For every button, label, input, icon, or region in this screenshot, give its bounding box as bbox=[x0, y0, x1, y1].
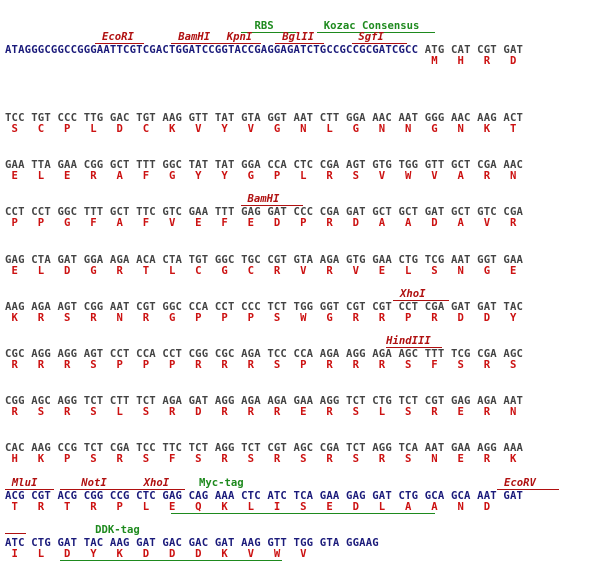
dna-sequence-line: CGC AGG AGG AGT CCT CCA CCT CGG CGC AGA … bbox=[5, 348, 524, 360]
amino-acid-line: P P G F A F V E F E D P R D A A D A V R bbox=[5, 217, 530, 230]
tag-label: Kozac Consensus bbox=[323, 20, 420, 32]
amino-acid-line: R S R S L S R D R R R E R S L S R E R N bbox=[5, 406, 530, 419]
amino-acid-line: R R R S P P P R R R S P R R R S F S R S bbox=[5, 359, 530, 371]
restriction-site-label: KpnI bbox=[226, 31, 253, 43]
dna-sequence-line: AAG AGA AGT CGG AAT CGT GGC CCA CCT CCC … bbox=[5, 300, 524, 313]
tag-label: RBS bbox=[254, 20, 274, 32]
restriction-site-label: HindIII bbox=[386, 335, 431, 347]
restriction-site-label: XhoI bbox=[400, 287, 426, 300]
tag-label: DDK-tag bbox=[95, 523, 140, 536]
restriction-site-label: EcoRV bbox=[503, 476, 536, 489]
dna-sequence-line: CCT CCT GGC TTT GCT TTC GTC GAA TTT GAG … bbox=[5, 206, 524, 219]
restriction-site-label: NotI bbox=[81, 476, 107, 489]
site-bar bbox=[60, 488, 144, 490]
tag-underline bbox=[171, 512, 435, 514]
amino-acid-line: H K P S R S F S R S R S R S R S N E R K bbox=[5, 453, 530, 466]
dna-sequence-line: GAG CTA GAT GGA AGA ACA CTA TGT GGC TGC … bbox=[5, 253, 524, 266]
restriction-site-label: MluI bbox=[11, 476, 38, 489]
site-bar bbox=[393, 299, 449, 301]
site-bar bbox=[240, 205, 303, 207]
vector-sequence: ATAGGGCGGCCGGGAATTCGTCGACTGGATCCGGTACCGA… bbox=[5, 44, 425, 56]
site-bar bbox=[171, 43, 220, 44]
restriction-site-label: EcoRI bbox=[102, 31, 134, 43]
tag-bar bbox=[240, 32, 297, 33]
site-bar bbox=[275, 43, 324, 44]
amino-acid-line: E L D G R T L C G C R V R V E L S N G E bbox=[5, 264, 530, 277]
dna-sequence-line: TCC TGT CCC TTG GAC TGT AAG GTT TAT GTA … bbox=[5, 112, 524, 124]
dna-sequence-line: ACG CGT ACG CGG CCG CTC GAG CAG AAA CTC … bbox=[5, 490, 523, 502]
site-bar bbox=[95, 43, 144, 44]
site-bar bbox=[5, 488, 54, 490]
tag-bar bbox=[316, 32, 435, 33]
amino-acid-line: E L E R A F G Y Y G P L R S V W V A R N bbox=[5, 170, 530, 183]
site-bar bbox=[386, 347, 442, 348]
insert-sequence: ATG CAT CGT GAT bbox=[424, 44, 524, 56]
restriction-site-label: XhoI bbox=[143, 476, 170, 489]
restriction-site-label: BamHI bbox=[178, 31, 211, 43]
site-bar bbox=[497, 488, 560, 490]
restriction-site-label: SgfI bbox=[358, 31, 384, 43]
site-bar bbox=[351, 43, 407, 44]
dna-sequence-line: CGG AGC AGG TCT CTT TCT AGA GAT AGG AGA … bbox=[5, 395, 524, 408]
tag-label: Myc-tag bbox=[199, 476, 244, 489]
dna-sequence-line: ATAGGGCGGCCGGGAATTCGTCGACTGGATCCGGTACCGA… bbox=[5, 44, 523, 56]
amino-acid-line: T R T R P L E Q K L I S E D L A A N D bbox=[5, 500, 504, 513]
amino-acid-line: I L D Y K D D D K V W V bbox=[5, 547, 320, 560]
site-bar bbox=[5, 532, 26, 534]
dna-sequence-line: CAC AAG CCG TCT CGA TCC TTC TCT AGG TCT … bbox=[5, 442, 524, 455]
sequence-map: ATAGGGCGGCCGGGAATTCGTCGACTGGATCCGGTACCGA… bbox=[5, 20, 560, 561]
amino-acid-line: S C P L D C K V Y V G N L G N N G N K T bbox=[5, 123, 530, 135]
restriction-site-label: BamHI bbox=[247, 193, 280, 206]
site-bar bbox=[219, 43, 262, 44]
amino-acid-line: M H R D bbox=[5, 55, 530, 67]
restriction-site-label: BglII bbox=[282, 31, 315, 43]
amino-acid-line: K R S R N R G P P P S W G R R P R D D Y bbox=[5, 311, 530, 324]
vector-sequence: ACG CGT ACG CGG CCG CTC GAG CAG AAA CTC … bbox=[5, 489, 524, 502]
site-bar bbox=[129, 488, 186, 490]
dna-sequence-line: GAA TTA GAA CGG GCT TTT GGC TAT TAT GGA … bbox=[5, 159, 524, 172]
